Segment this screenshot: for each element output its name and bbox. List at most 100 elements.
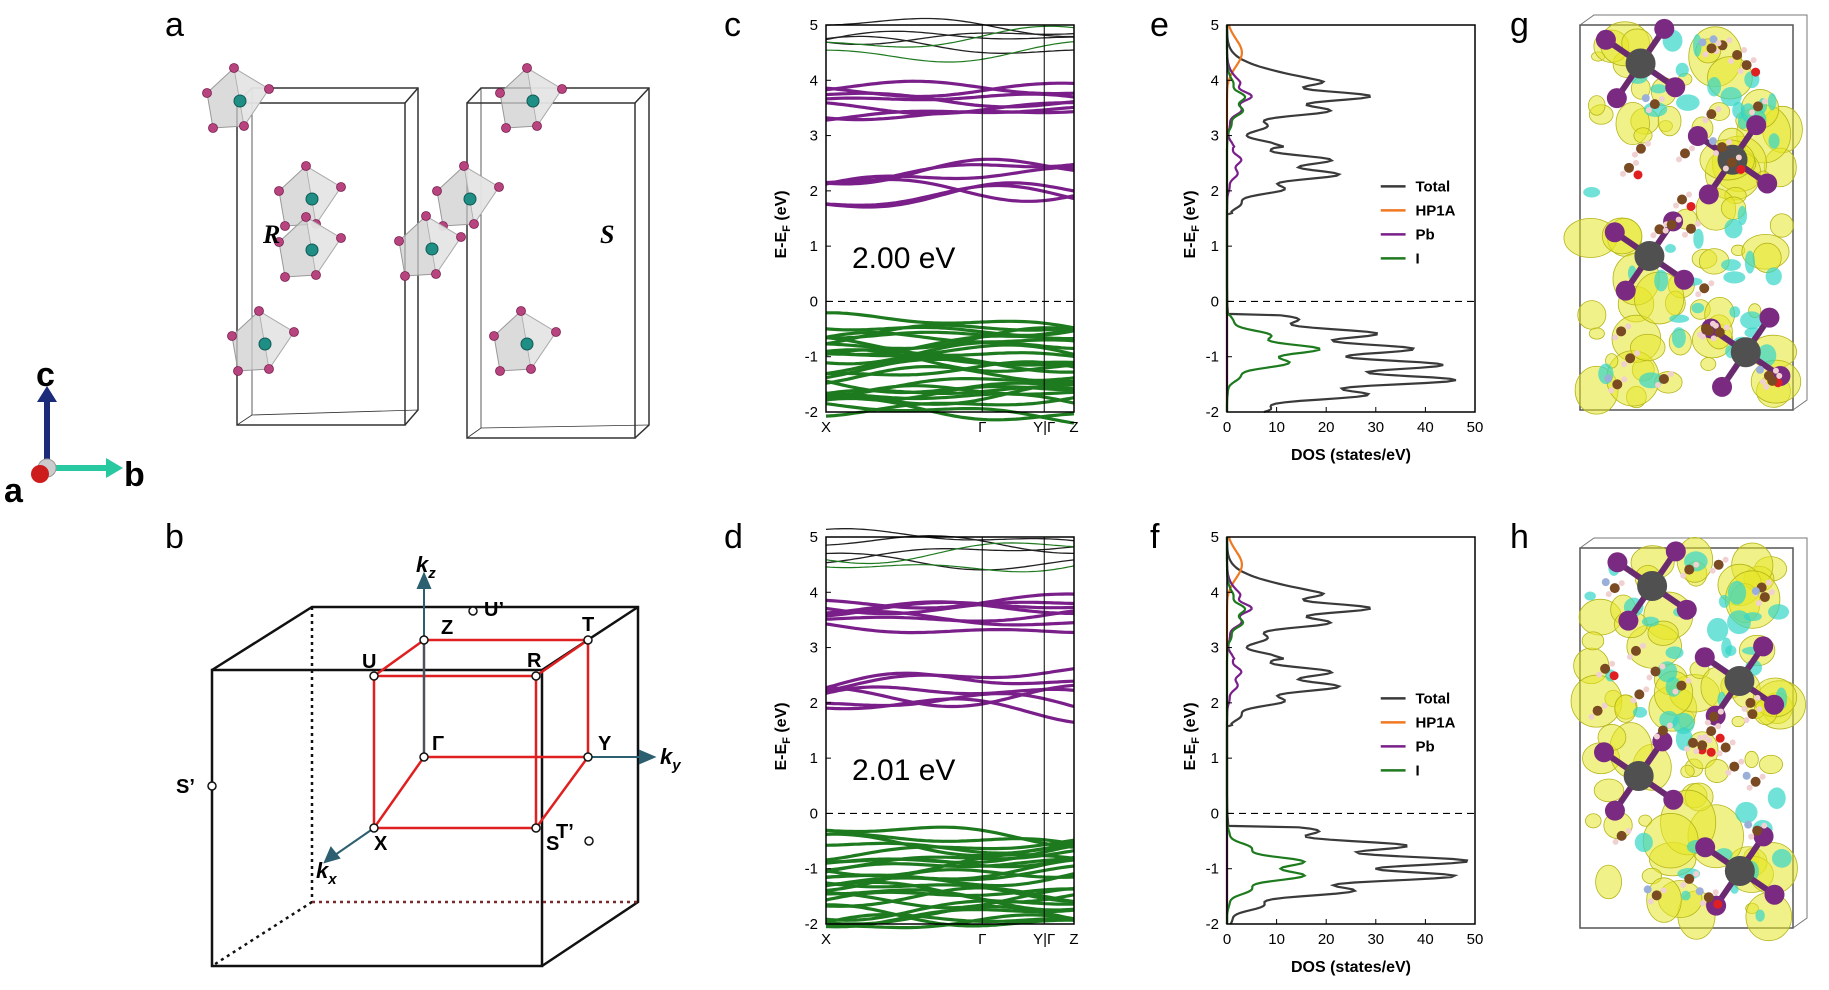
carbon-atom (1752, 825, 1763, 836)
iodine-atom (336, 233, 346, 243)
y-tick-label: 5 (810, 529, 818, 546)
carbon-atom (1713, 559, 1724, 570)
density-isosurface-cyan (1725, 645, 1737, 656)
carbon-atom (1650, 666, 1661, 677)
bz-label-Y: Y (598, 733, 612, 755)
charge-density-h (1570, 536, 1808, 942)
dos-curve-pb (1225, 25, 1253, 412)
density-isosurface-cyan (1765, 267, 1782, 286)
density-isosurface-cyan (1724, 218, 1743, 239)
density-isosurface-cyan (1583, 187, 1601, 198)
hydrogen-atom (1650, 232, 1657, 239)
x-tick-label: Z (1069, 419, 1078, 436)
hydrogen-atom (1735, 154, 1742, 161)
nitrogen-atom (1698, 38, 1707, 47)
band-conduction-1 (825, 162, 1075, 185)
band-valence (825, 326, 1075, 351)
carbon-atom (1729, 761, 1740, 772)
s-structure-label: S (600, 220, 614, 249)
density-isosurface-cyan (1691, 302, 1705, 314)
panel-label-c: c (724, 6, 741, 44)
nitrogen-atom (1695, 887, 1704, 896)
bz-kx-label: kx (316, 858, 337, 888)
y-tick-label: -2 (805, 404, 818, 421)
band-conduction-1 (825, 692, 1075, 709)
band-valence (825, 899, 1074, 922)
iodine-atom (1607, 552, 1628, 573)
hydrogen-atom (1685, 677, 1692, 684)
y-tick-label: 0 (810, 805, 818, 822)
bz-label-gamma: Γ (432, 733, 444, 755)
iodine-atom (456, 232, 466, 242)
band-valence (825, 864, 1075, 888)
hydrogen-atom (1743, 717, 1750, 724)
hydrogen-atom (1712, 322, 1719, 329)
lead-atom (1730, 337, 1761, 368)
y-tick-label: -2 (1206, 916, 1219, 933)
carbon-atom (1651, 890, 1662, 901)
band-high (825, 546, 1075, 564)
hydrogen-atom (1684, 745, 1691, 752)
y-tick-label: 0 (1211, 805, 1219, 822)
hydrogen-atom (1660, 887, 1667, 894)
hydrogen-atom (1659, 663, 1666, 670)
carbon-atom (1658, 373, 1669, 384)
lead-atom (526, 94, 540, 108)
carbon-atom (1716, 142, 1727, 153)
nitrogen-atom (1751, 587, 1760, 596)
iodine-atom (551, 327, 561, 337)
x-tick-label: 50 (1467, 419, 1484, 436)
hydrogen-atom (1729, 739, 1736, 746)
carbon-atom (1666, 219, 1677, 230)
band-valence (826, 855, 1075, 869)
density-isosurface-yellow (1700, 357, 1717, 371)
unit-cell-back-edge (1579, 14, 1808, 411)
x-tick-label: 40 (1417, 419, 1434, 436)
lead-atom (1637, 571, 1668, 601)
iodine-atom (494, 182, 504, 192)
carbon-atom (1625, 353, 1636, 364)
iodine-atom (501, 123, 511, 133)
x-axis-label: DOS (states/eV) (1291, 959, 1411, 976)
legend-label-i: I (1415, 250, 1419, 267)
hydrogen-atom (1746, 784, 1753, 791)
panel-label-f: f (1150, 518, 1160, 556)
density-isosurface-yellow (1588, 95, 1606, 116)
density-isosurface-cyan (1768, 604, 1790, 620)
hydrogen-atom (1741, 47, 1748, 54)
nitrogen-atom (1643, 885, 1652, 894)
band-high (825, 552, 1075, 571)
band-conduction-2 (825, 600, 1075, 618)
hydrogen-atom (1588, 713, 1595, 720)
hydrogen-atom (1738, 758, 1745, 765)
a-axis-label: a (4, 472, 24, 510)
iodine-atom (432, 186, 442, 196)
hydrogen-atom (1755, 600, 1762, 607)
bz-k-axes (323, 571, 657, 864)
y-tick-label: 4 (810, 72, 818, 89)
iodine-atom (469, 219, 479, 229)
hydrogen-atom (1776, 372, 1783, 379)
c-axis-arrowhead (37, 386, 57, 402)
hydrogen-atom (1630, 697, 1637, 704)
hydrogen-atom (1722, 165, 1729, 172)
bz-label-S: S (546, 833, 559, 855)
hydrogen-atom (1723, 324, 1730, 331)
band-valence (825, 825, 1075, 849)
density-isosurface-yellow (1731, 715, 1745, 728)
dos-curve-i (1225, 537, 1307, 924)
hydrogen-atom (1765, 579, 1772, 586)
x-tick-label: Y|Γ (1033, 419, 1055, 436)
density-isosurface-yellow (1647, 620, 1679, 646)
density-isosurface-yellow (1630, 333, 1666, 362)
x-tick-label: 30 (1367, 931, 1384, 948)
y-tick-label: -1 (1206, 349, 1219, 366)
iodine-atom (526, 364, 536, 374)
density-isosurface-cyan (1727, 610, 1751, 635)
x-tick-label: 20 (1318, 931, 1335, 948)
hydrogen-atom (1658, 96, 1665, 103)
density-isosurface-yellow (1646, 877, 1682, 923)
iodine-atom (1757, 173, 1778, 194)
lead-atom (258, 337, 272, 351)
density-isosurface-cyan (1721, 259, 1741, 271)
